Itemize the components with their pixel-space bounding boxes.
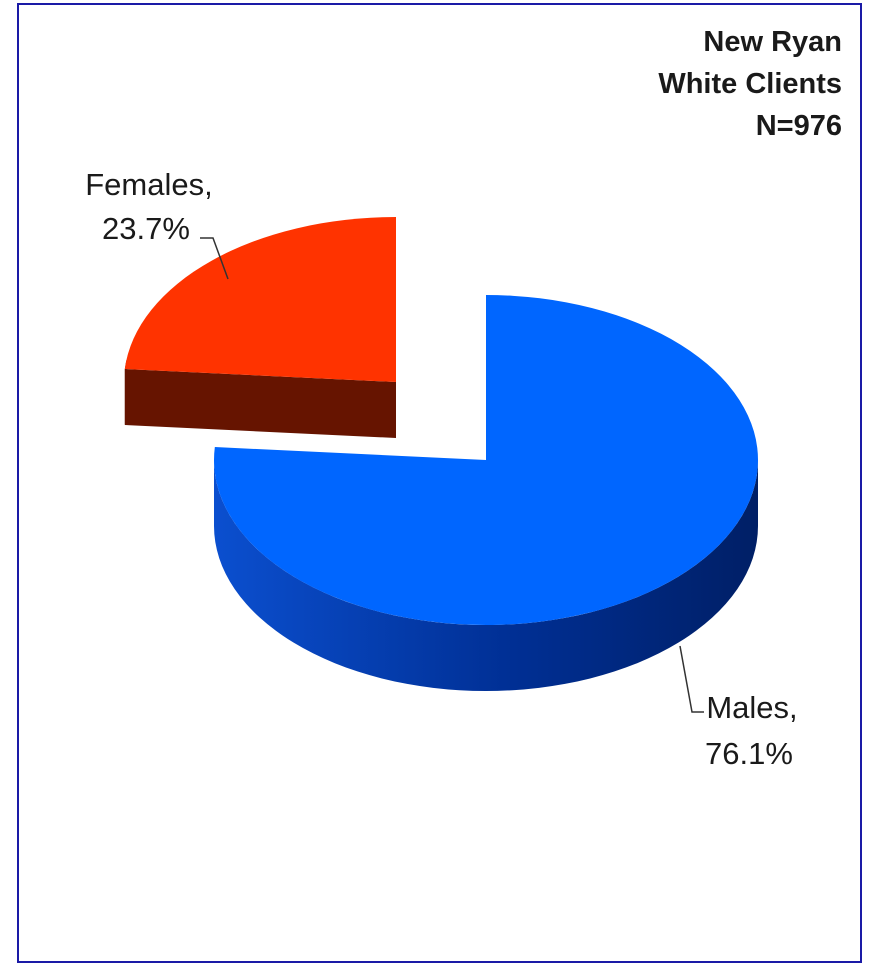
data-label-females-value: 23.7%	[102, 211, 190, 246]
chart-title-line-2: White Clients	[658, 68, 842, 100]
pie-slice-males-top	[213, 295, 758, 625]
pie-slice-females	[124, 217, 396, 438]
leader-line-females	[200, 237, 229, 280]
pie-slice-males-side	[214, 460, 758, 691]
leader-line-males	[679, 645, 704, 713]
chart-title-line-3: N=976	[756, 110, 842, 142]
data-label-females-name: Females,	[85, 167, 212, 202]
data-label-males-value: 76.1%	[705, 736, 793, 771]
pie-slice-males	[213, 295, 758, 691]
data-label-males-name: Males,	[706, 690, 797, 725]
pie-slice-females-side-front	[124, 369, 396, 438]
pie-slice-females-top	[124, 217, 396, 382]
chart-title-line-1: New Ryan	[703, 26, 842, 58]
